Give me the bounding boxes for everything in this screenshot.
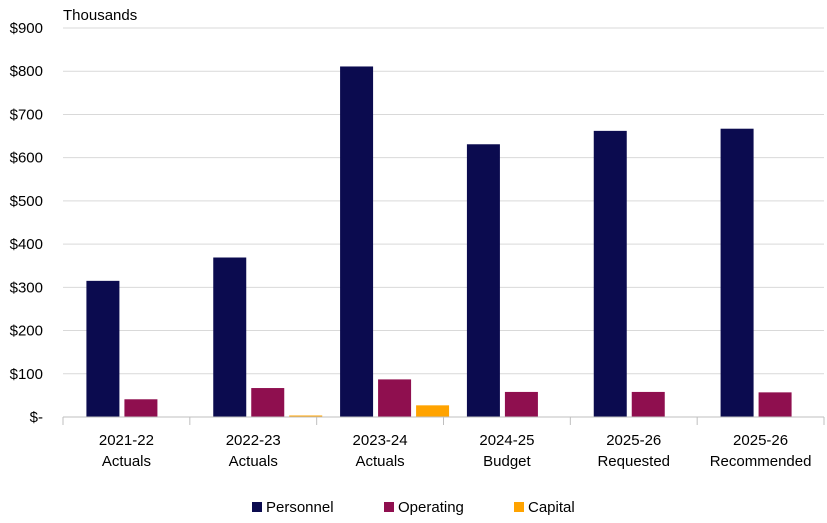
x-category-label: 2024-25: [479, 432, 534, 449]
bar-personnel-4: [593, 130, 627, 417]
bar-operating-2: [378, 379, 412, 417]
gridlines: [63, 27, 824, 375]
y-axis-ticks: $- $100 $200 $300 $400 $500 $600 $700 $800 $900: [10, 20, 43, 426]
bar-capital-1: [289, 415, 323, 417]
bar-operating-0: [124, 399, 158, 417]
y-tick-label: $400: [10, 236, 43, 253]
y-tick-label: $800: [10, 63, 43, 80]
bar-personnel-0: [86, 280, 120, 417]
bar-capital-2: [416, 405, 450, 417]
x-category-label: Recommended: [710, 453, 812, 470]
x-category-label: 2021-22: [99, 432, 154, 449]
x-category-label: Actuals: [355, 453, 404, 470]
x-category-label: 2025-26: [733, 432, 788, 449]
bar-personnel-1: [213, 257, 247, 417]
bars: [86, 66, 792, 418]
x-category-label: Actuals: [229, 453, 278, 470]
legend-label-operating: Operating: [398, 499, 464, 516]
x-category-label: 2023-24: [353, 432, 408, 449]
legend-label-personnel: Personnel: [266, 499, 334, 516]
y-tick-label: $300: [10, 279, 43, 296]
y-tick-label: $200: [10, 323, 43, 340]
unit-label: Thousands: [63, 7, 137, 24]
legend-swatch-capital: [514, 502, 524, 512]
x-category-label: Actuals: [102, 453, 151, 470]
x-category-label: Budget: [483, 453, 531, 470]
bar-personnel-3: [466, 144, 500, 418]
bar-operating-4: [631, 391, 665, 417]
bar-operating-1: [251, 388, 285, 417]
legend-swatch-operating: [384, 502, 394, 512]
y-tick-label: $900: [10, 20, 43, 37]
legend-label-capital: Capital: [528, 499, 575, 516]
bar-personnel-2: [340, 66, 374, 418]
bar-operating-3: [504, 391, 538, 417]
x-category-label: Requested: [597, 453, 670, 470]
y-tick-label: $-: [30, 409, 43, 426]
y-tick-label: $500: [10, 193, 43, 210]
bar-operating-5: [758, 392, 792, 417]
x-category-label: 2025-26: [606, 432, 661, 449]
legend-swatch-personnel: [252, 502, 262, 512]
x-axis: 2021-22 Actuals 2022-23 Actuals 2023-24 Actua…: [62, 416, 825, 470]
y-tick-label: $600: [10, 150, 43, 167]
y-tick-label: $100: [10, 366, 43, 383]
bar-personnel-5: [720, 128, 754, 418]
y-tick-label: $700: [10, 106, 43, 123]
legend: Personnel Operating Capital: [252, 499, 575, 516]
x-category-label: 2022-23: [226, 432, 281, 449]
